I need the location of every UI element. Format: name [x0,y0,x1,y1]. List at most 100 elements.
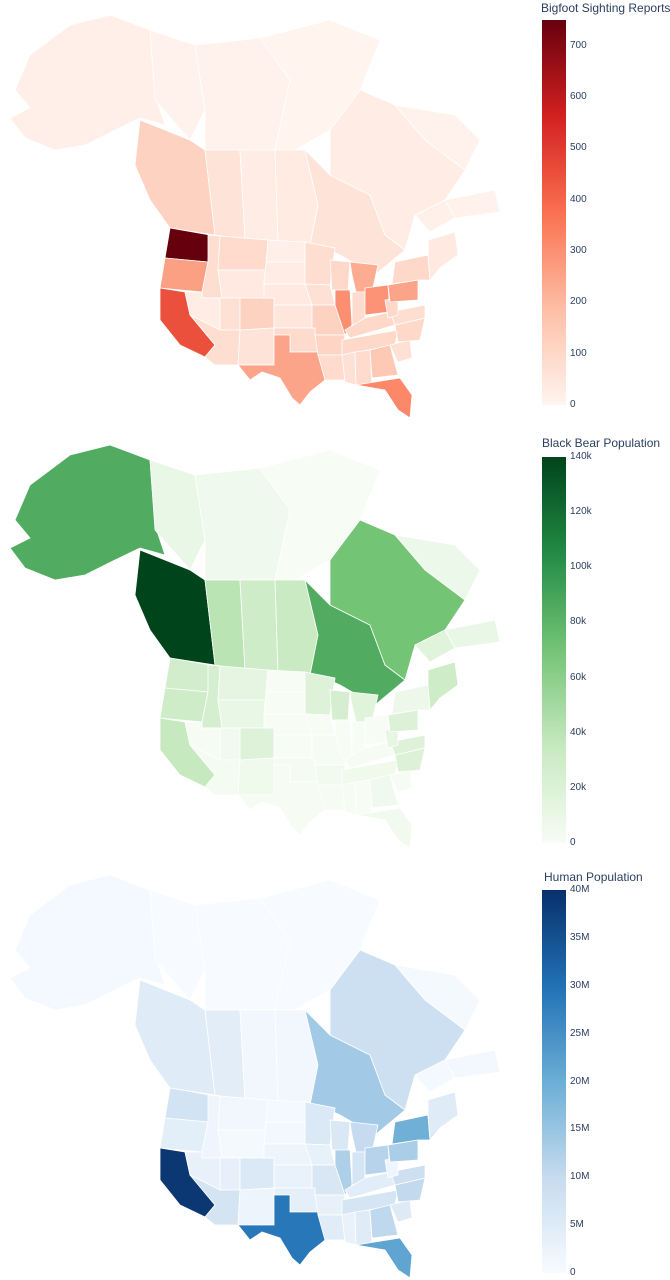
bear-choropleth-map[interactable] [0,430,520,850]
region-ak[interactable] [9,14,166,151]
region-fl[interactable] [355,1237,413,1279]
colorbar-tick-label: 100k [570,561,592,573]
region-ga[interactable] [369,774,399,809]
region-or[interactable] [159,687,209,723]
colorbar-tick-label: 100 [570,347,587,359]
region-mt[interactable] [217,665,269,701]
region-ar[interactable] [314,1194,346,1216]
region-ny[interactable] [391,684,431,715]
region-ks[interactable] [273,734,313,759]
region-ut[interactable] [219,1157,241,1191]
colorbar-tick-label: 700 [570,39,587,51]
colorbar-tick-label: 500 [570,142,587,154]
region-va[interactable] [389,304,426,326]
region-ny[interactable] [391,1114,431,1145]
region-va[interactable] [389,734,426,756]
region-ne-us[interactable] [427,661,459,712]
colorbar-tick-label: 80k [570,616,587,628]
region-ne-us[interactable] [427,231,459,282]
region-al[interactable] [354,779,373,816]
region-yt[interactable] [149,889,206,1001]
bigfoot-choropleth-map[interactable] [0,0,520,420]
region-az[interactable] [189,314,241,366]
colorbar-tick-label: 40M [570,884,590,895]
region-ga[interactable] [369,1204,399,1239]
region-al[interactable] [354,349,373,386]
region-wi[interactable] [329,259,351,291]
region-co[interactable] [239,297,275,331]
region-co[interactable] [239,727,275,761]
region-az[interactable] [189,744,241,796]
region-co[interactable] [239,1157,275,1191]
region-nm[interactable] [237,327,275,366]
region-tx[interactable] [237,334,326,406]
colorbar-tick-label: 30M [570,979,590,991]
region-wy[interactable] [217,269,267,299]
region-ns[interactable] [444,619,501,649]
region-tx[interactable] [237,764,326,836]
region-wi[interactable] [329,689,351,721]
colorbar-tick-label: 120k [570,506,592,518]
region-ak[interactable] [9,444,166,581]
region-fl[interactable] [355,377,413,419]
region-nl[interactable] [393,104,481,171]
bear-legend-title: Black Bear Population [542,436,661,450]
region-tx[interactable] [237,1194,326,1266]
bear-map-panel: Black Bear Population 140k 120k 100k 80k 60k… [0,430,670,850]
region-sd[interactable] [263,691,306,715]
region-sd[interactable] [263,261,306,285]
region-nl[interactable] [393,964,481,1031]
colorbar-tick-label: 0 [570,399,576,410]
region-sk[interactable] [239,149,279,243]
region-sk[interactable] [239,579,279,673]
region-nd[interactable] [265,1099,306,1123]
colorbar-gradient [542,457,566,843]
region-ar[interactable] [314,334,346,356]
region-nm[interactable] [237,1187,275,1226]
colorbar-tick-label: 20M [570,1075,590,1087]
human-choropleth-map[interactable] [0,860,520,1280]
region-mt[interactable] [217,235,269,271]
colorbar-gradient [542,890,566,1273]
region-ut[interactable] [219,297,241,331]
region-ar[interactable] [314,764,346,786]
region-wy[interactable] [217,699,267,729]
region-ga[interactable] [369,344,399,379]
region-or[interactable] [159,257,209,293]
region-mt[interactable] [217,1095,269,1131]
region-nm[interactable] [237,757,275,796]
region-or[interactable] [159,1117,209,1153]
region-ns[interactable] [444,1049,501,1079]
region-fl[interactable] [355,807,413,849]
colorbar-tick-label: 20k [570,781,587,793]
region-ne-us[interactable] [427,1091,459,1142]
region-wi[interactable] [329,1119,351,1151]
region-wy[interactable] [217,1129,267,1159]
region-sk[interactable] [239,1009,279,1103]
region-ks[interactable] [273,1164,313,1189]
region-bc[interactable] [134,119,216,236]
region-bc[interactable] [134,979,216,1096]
region-sd[interactable] [263,1121,306,1145]
region-va[interactable] [389,1164,426,1186]
region-al[interactable] [354,1209,373,1246]
colorbar-tick-label: 5M [570,1219,584,1231]
region-nl[interactable] [393,534,481,601]
colorbar-gradient [542,20,566,405]
region-ks[interactable] [273,304,313,329]
region-yt[interactable] [149,29,206,141]
region-nd[interactable] [265,669,306,693]
region-az[interactable] [189,1174,241,1226]
region-ut[interactable] [219,727,241,761]
region-yt[interactable] [149,459,206,571]
region-ns[interactable] [444,189,501,219]
colorbar-tick-label: 300 [570,245,587,256]
colorbar-tick-label: 40k [570,726,587,738]
region-ak[interactable] [9,874,166,1011]
colorbar-tick-label: 15M [570,1123,590,1135]
region-ny[interactable] [391,254,431,285]
region-bc[interactable] [134,549,216,666]
region-nd[interactable] [265,239,306,263]
colorbar-tick-label: 10M [570,1171,590,1183]
bigfoot-legend-title: Bigfoot Sighting Reports [541,1,670,15]
